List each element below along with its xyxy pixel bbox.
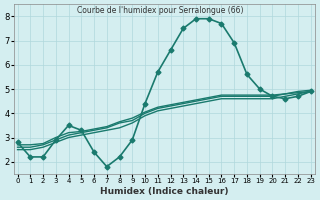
X-axis label: Humidex (Indice chaleur): Humidex (Indice chaleur) [100,187,228,196]
Text: Courbe de l'humidex pour Serralongue (66): Courbe de l'humidex pour Serralongue (66… [77,6,243,15]
